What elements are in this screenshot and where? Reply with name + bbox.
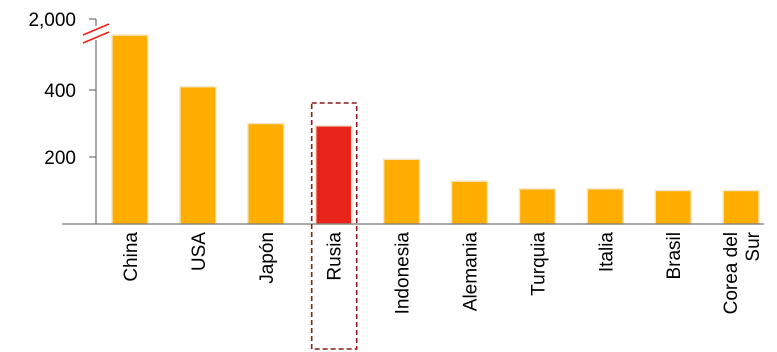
y-tick-label: 200 bbox=[44, 148, 76, 169]
x-label-usa: USA bbox=[189, 232, 210, 271]
x-label-japón: Japón bbox=[257, 232, 278, 284]
bar-italia bbox=[586, 188, 625, 225]
x-label-china: China bbox=[121, 232, 142, 282]
x-tick-label: Indonesia bbox=[393, 232, 414, 315]
bar-indonesia bbox=[382, 158, 421, 225]
y-tick-label: 400 bbox=[44, 81, 76, 102]
x-tick-label: Brasil bbox=[664, 232, 685, 280]
bar-corea-del-sur bbox=[722, 189, 760, 225]
x-tick-label: Italia bbox=[596, 232, 617, 273]
x-tick-label: Japón bbox=[257, 232, 278, 284]
x-label-corea-del-sur: Corea del Sur bbox=[721, 231, 764, 314]
bar-usa bbox=[179, 85, 217, 225]
x-label-turquia: Turquia bbox=[528, 232, 549, 296]
bar-turquia bbox=[518, 188, 557, 225]
axes-group bbox=[62, 19, 764, 225]
x-label-italia: Italia bbox=[596, 232, 617, 273]
x-label-alemania: Alemania bbox=[461, 232, 482, 312]
x-tick-label: Corea del bbox=[721, 232, 742, 314]
bar-brasil bbox=[654, 189, 692, 225]
y-ticks-group: 200 400 2,000 bbox=[28, 10, 96, 169]
y-tick-label: 2,000 bbox=[28, 10, 76, 31]
overlay-group bbox=[82, 23, 358, 350]
axis-break-mark-1 bbox=[82, 23, 110, 36]
x-tick-label: Sur bbox=[743, 231, 764, 261]
x-label-brasil: Brasil bbox=[664, 232, 685, 280]
bar-alemania bbox=[450, 180, 489, 225]
bars-group bbox=[111, 34, 760, 225]
bar-japón bbox=[247, 122, 285, 225]
highlight-box bbox=[310, 102, 358, 350]
bar-china bbox=[111, 34, 149, 225]
x-label-indonesia: Indonesia bbox=[393, 232, 414, 315]
bar-rusia bbox=[314, 125, 353, 225]
axis-break-mark-2 bbox=[82, 31, 110, 44]
x-tick-label: Rusia bbox=[325, 232, 346, 281]
x-tick-label: Turquia bbox=[528, 232, 549, 296]
axis-break-gap bbox=[84, 26, 108, 40]
x-label-rusia: Rusia bbox=[325, 232, 346, 281]
x-tick-label: USA bbox=[189, 232, 210, 271]
x-labels-group: China USA Japón Rusia Indonesia Alemania Turqu… bbox=[121, 231, 764, 314]
x-tick-label: China bbox=[121, 232, 142, 282]
x-tick-label: Alemania bbox=[461, 232, 482, 312]
